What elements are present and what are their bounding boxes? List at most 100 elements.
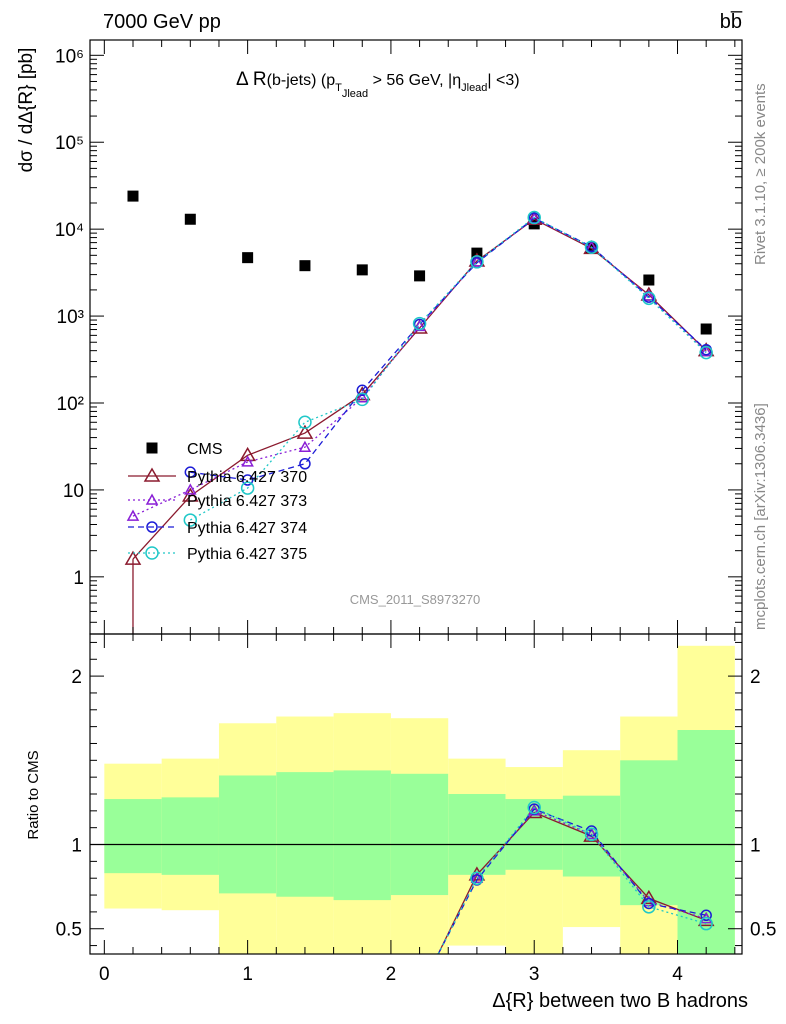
ratio-point	[699, 916, 713, 931]
data-point	[643, 274, 655, 286]
data-point	[584, 240, 599, 254]
data-point	[182, 487, 199, 502]
legend: CMS Pythia 6.427 370 Pythia 6.427 373 Pythi…	[128, 441, 307, 563]
green-band	[276, 772, 334, 897]
green-band	[505, 799, 563, 870]
ratio-ticks: 0 1 2 3 4 0.5 0.5 1 1 2 2	[56, 634, 776, 985]
y-tick-label: 1	[73, 568, 84, 589]
series-line	[189, 216, 707, 521]
data-point	[183, 513, 198, 527]
series-1	[124, 210, 715, 565]
green-band	[677, 730, 735, 954]
data-point	[699, 345, 713, 357]
ratio-y-label: Ratio to CMS	[25, 750, 42, 839]
legend-marker	[143, 467, 161, 482]
x-tick-label: 4	[672, 964, 683, 985]
y-tick-label: 10⁶	[55, 46, 84, 67]
green-band	[390, 773, 449, 896]
energy-label: 7000 GeV pp	[103, 11, 221, 33]
data-point	[699, 345, 713, 360]
data-point	[412, 316, 427, 331]
green-band	[161, 797, 219, 875]
ratio-x-label: Δ{R} between two B hadrons	[492, 990, 748, 1012]
data-point	[414, 270, 426, 282]
ratio-bands	[104, 645, 735, 954]
series-3	[184, 212, 712, 486]
data-point	[239, 446, 256, 462]
legend-marker	[146, 521, 158, 533]
green-band	[333, 770, 391, 901]
data-point	[298, 415, 312, 430]
main-title: Δ R(b-jets) (pTJlead > 56 GeV, |ηJlead| …	[236, 69, 520, 100]
ratio-plot-data	[90, 800, 742, 955]
ratio-point	[640, 889, 658, 905]
main-frame	[89, 39, 743, 635]
data-point	[299, 260, 311, 272]
y-tick-label: 1	[71, 836, 82, 857]
y-tick-label: 2	[71, 667, 82, 688]
ratio-line	[437, 811, 707, 955]
data-point	[184, 466, 197, 478]
ratio-point	[527, 800, 541, 815]
green-band	[448, 794, 506, 875]
ratio-line	[437, 808, 707, 955]
mcplots-label: mcplots.cern.ch [arXiv:1306.3436]	[752, 403, 769, 630]
legend-label: Pythia 6.427 370	[187, 469, 307, 486]
x-tick-label: 3	[529, 964, 540, 985]
y-tick-label: 10³	[57, 307, 84, 328]
y-tick-label: 10⁴	[55, 220, 84, 241]
data-point	[470, 255, 484, 269]
x-tick-label: 0	[99, 964, 110, 985]
legend-label: Pythia 6.427 375	[187, 546, 307, 563]
data-point	[299, 458, 311, 470]
process-label: bb̅	[720, 10, 743, 33]
legend-marker	[146, 442, 158, 454]
rivet-label: Rivet 3.1.10, ≥ 200k events	[752, 83, 769, 265]
green-band	[218, 775, 277, 894]
y-tick-label-right: 0.5	[750, 920, 776, 941]
ratio-point	[470, 871, 484, 885]
ratio-line	[437, 806, 707, 955]
x-tick-label: 1	[242, 964, 253, 985]
y-tick-label: 10²	[57, 394, 84, 415]
y-tick-label: 10	[63, 481, 84, 502]
data-point	[356, 384, 369, 397]
green-band	[620, 760, 678, 906]
legend-marker	[145, 546, 159, 560]
main-y-label: dσ / dΔ{R} [pb]	[16, 48, 37, 173]
x-tick-label: 2	[386, 964, 397, 985]
watermark: CMS_2011_S8973270	[350, 592, 481, 607]
legend-marker	[145, 493, 159, 505]
main-y-ticks: 1 10 10² 10³ 10⁴ 10⁵ 10⁶	[55, 40, 742, 634]
data-point	[242, 252, 254, 264]
data-point	[296, 424, 314, 439]
y-tick-label: 0.5	[56, 920, 82, 941]
legend-label: CMS	[187, 441, 223, 458]
data-point	[356, 264, 368, 276]
ratio-point	[584, 827, 599, 842]
data-point	[298, 440, 312, 452]
data-point	[127, 190, 139, 202]
data-point	[355, 391, 369, 403]
y-tick-label-right: 1	[750, 836, 761, 857]
legend-label: Pythia 6.427 374	[187, 520, 307, 537]
data-point	[240, 481, 255, 495]
series-line	[190, 217, 707, 481]
green-band	[104, 799, 162, 874]
legend-label: Pythia 6.427 373	[187, 493, 307, 510]
data-point	[126, 509, 140, 521]
data-point	[184, 213, 196, 225]
data-point	[700, 323, 712, 335]
series-4	[183, 210, 713, 527]
ratio-panel: 0 1 2 3 4 0.5 0.5 1 1 2 2 Ratio to CMS Δ{R} betwee…	[25, 633, 776, 1012]
y-tick-label-right: 2	[750, 667, 761, 688]
main-plot-data	[124, 190, 715, 634]
y-tick-label: 10⁵	[55, 133, 84, 154]
data-point	[642, 291, 656, 306]
data-point	[184, 483, 197, 495]
ratio-point	[642, 900, 656, 914]
data-point	[241, 455, 254, 467]
data-point	[527, 210, 541, 225]
data-point	[355, 392, 370, 407]
